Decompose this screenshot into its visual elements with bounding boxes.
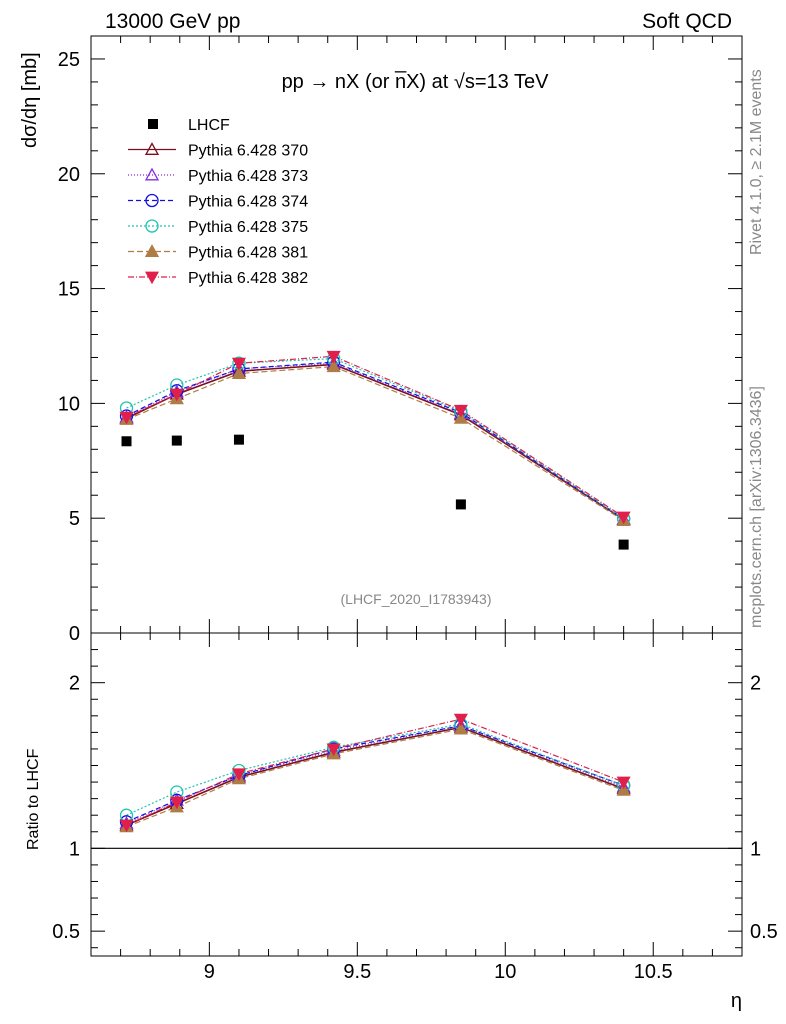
- ratio-point-4: [453, 721, 468, 735]
- y-tick-label: 15: [58, 279, 80, 301]
- legend-marker-5: [144, 271, 160, 285]
- ratio-y-axis-title: Ratio to LHCF: [25, 748, 42, 850]
- legend-marker-3: [145, 219, 159, 233]
- x-axis-title: η: [731, 990, 742, 1012]
- series-point-5: [119, 411, 134, 425]
- ratio-point-5: [453, 713, 468, 727]
- ratio-point-3: [170, 785, 184, 799]
- data-point-lhcf: [455, 499, 466, 510]
- x-tick-label: 9.5: [343, 961, 371, 983]
- ratio-tick-label-right: 2: [750, 673, 761, 695]
- data-point-lhcf: [618, 539, 629, 550]
- legend-marker-4: [144, 244, 160, 257]
- series-point-5: [231, 357, 246, 371]
- ratio-plot-frame: [90, 632, 743, 957]
- data-point-lhcf: [121, 436, 132, 447]
- legend-marker-0: [144, 142, 160, 155]
- legend-label-2: Pythia 6.428 374: [188, 194, 308, 211]
- ratio-tick-label-right: 0.5: [750, 921, 778, 943]
- ratio-line-4: [126, 728, 624, 828]
- legend-label-0: Pythia 6.428 370: [188, 143, 308, 160]
- y-axis-title: dσ/dη [mb]: [19, 52, 41, 148]
- series-point-4: [231, 366, 247, 379]
- series-point-4: [326, 359, 341, 373]
- axis-ticks: 9 9.5 10 10.5 0 5 10 15 20 25 0.5 0.5 1 1 2 2: [52, 35, 778, 983]
- y-tick-label: 25: [58, 49, 80, 71]
- legend-marker-2: [145, 193, 159, 208]
- series-line-2: [126, 361, 624, 520]
- legend-label-5: Pythia 6.428 382: [188, 270, 308, 287]
- data-point-lhcf: [233, 434, 244, 445]
- ratio-point-5: [616, 776, 631, 790]
- series-point-5: [169, 388, 184, 402]
- series-point-4: [453, 410, 468, 424]
- series-line-4: [126, 365, 624, 522]
- ratio-line-0: [126, 726, 624, 826]
- ratio-line-3: [126, 723, 624, 816]
- legend: LHCF Pythia 6.428 370 Pythia 6.428 373 Pyth…: [128, 117, 308, 287]
- header-left: 13000 GeV pp: [105, 10, 240, 33]
- series-lines: [91, 355, 742, 849]
- y-tick-label: 5: [69, 508, 80, 530]
- ratio-line-2: [126, 725, 624, 823]
- legend-label-lhcf: LHCF: [188, 117, 230, 134]
- ratio-point-5: [119, 819, 134, 833]
- plot-title: pp → nX (or n̅X) at √s=13 TeV: [282, 70, 550, 93]
- ratio-point-5: [231, 768, 246, 782]
- series-point-5: [326, 350, 341, 364]
- legend-label-4: Pythia 6.428 381: [188, 245, 308, 262]
- legend-label-3: Pythia 6.428 375: [188, 219, 308, 236]
- x-tick-label: 9: [204, 961, 215, 983]
- header-right: Soft QCD: [642, 10, 732, 33]
- y-tick-label: 10: [58, 393, 80, 415]
- ratio-line-5: [126, 718, 624, 826]
- mcplots-label: mcplots.cern.ch [arXiv:1306.3436]: [748, 386, 765, 628]
- rivet-label: Rivet 4.1.0, ≥ 2.1M events: [748, 69, 765, 255]
- series-markers: [119, 350, 631, 833]
- ratio-tick-label-left: 1: [69, 838, 80, 860]
- y-tick-label: 0: [69, 623, 80, 645]
- ratio-line-1: [126, 725, 624, 825]
- x-tick-label: 10.5: [634, 961, 673, 983]
- ratio-tick-label-left: 2: [69, 673, 80, 695]
- ratio-tick-label-right: 1: [750, 838, 761, 860]
- series-point-5: [453, 404, 468, 418]
- series-line-1: [126, 362, 624, 520]
- series-line-0: [126, 363, 625, 520]
- analysis-id: (LHCF_2020_I1783943): [341, 591, 492, 607]
- x-tick-label: 10: [494, 961, 516, 983]
- series-line-5: [126, 355, 624, 518]
- series-point-5: [616, 511, 631, 525]
- y-tick-label: 20: [58, 164, 80, 186]
- ratio-tick-label-left: 0.5: [52, 921, 80, 943]
- legend-label-1: Pythia 6.428 373: [188, 168, 308, 185]
- ratio-point-5: [169, 796, 184, 810]
- legend-marker-1: [144, 167, 160, 181]
- ratio-point-5: [326, 743, 341, 757]
- legend-marker-lhcf: [148, 119, 158, 129]
- series-line-3: [126, 357, 624, 520]
- data-point-lhcf: [171, 435, 182, 446]
- ratio-point-4: [616, 783, 631, 796]
